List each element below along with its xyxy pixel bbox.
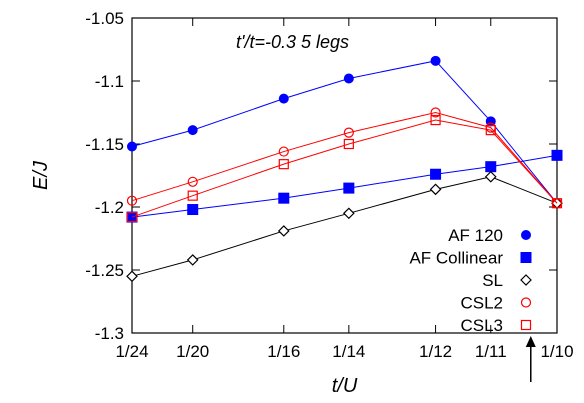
y-tick-label: -1.25: [85, 261, 124, 280]
x-tick-label: 1/16: [267, 342, 300, 361]
arrow-marker-head: [525, 336, 536, 347]
series-line: [131, 119, 558, 218]
series-line: [131, 111, 558, 204]
data-point: [430, 114, 441, 126]
data-point: [187, 204, 199, 216]
data-point: [277, 225, 290, 237]
legend-label: CSL2: [460, 294, 503, 313]
x-tick-label: 1/12: [419, 342, 452, 361]
data-point: [430, 168, 442, 180]
data-point: [126, 211, 138, 223]
y-axis-title: E/J: [30, 160, 52, 190]
data-point: [485, 161, 497, 173]
data-point: [187, 176, 198, 187]
y-tick-label: -1.2: [95, 198, 124, 217]
data-point: [343, 73, 354, 84]
data-point: [278, 93, 289, 104]
axes: -1.05 -1.1 -1.15 -1.2 -1.25 -1.31/24 1/20 1/16 1…: [85, 9, 574, 382]
legend-label: CSL3: [460, 316, 503, 335]
legend-marker: [520, 319, 532, 331]
series-3: [126, 170, 563, 283]
data-point: [187, 190, 198, 201]
data-point: [343, 138, 354, 150]
data-point: [186, 254, 199, 266]
series-layer: [126, 55, 563, 283]
data-point: [278, 159, 289, 170]
data-point: [342, 207, 355, 220]
legend-label: SL: [482, 271, 503, 290]
y-tick-label: -1.3: [95, 324, 124, 343]
data-point: [278, 146, 289, 157]
legend-marker: [521, 230, 531, 240]
data-point: [485, 125, 496, 136]
x-tick-label: 1/24: [115, 342, 148, 361]
x-tick-label: 1/14: [332, 342, 365, 361]
y-tick-label: -1.15: [85, 135, 124, 154]
data-point: [551, 149, 563, 161]
y-tick-label: -1.05: [85, 9, 124, 28]
legend-marker: [520, 252, 532, 263]
x-axis-title: t/U: [332, 375, 358, 397]
data-point: [126, 270, 138, 283]
data-point: [430, 107, 441, 118]
legend-label: AF 120: [448, 226, 503, 245]
plot-frame: [131, 17, 558, 334]
series-5: [126, 114, 563, 223]
legend-marker: [520, 297, 532, 308]
x-tick-label: 1/20: [176, 342, 209, 361]
data-point: [187, 125, 198, 136]
x-tick-label: 1/10: [540, 342, 573, 361]
legend-label: AF Collinear: [409, 249, 503, 268]
y-tick-label: -1.1: [95, 72, 124, 91]
legend: AF 120 AF Collinear SL CSL2 CSL3: [409, 226, 532, 335]
data-point: [127, 141, 137, 152]
data-point: [429, 183, 442, 196]
data-point: [278, 192, 290, 204]
data-point: [484, 170, 497, 183]
data-point: [551, 198, 563, 209]
data-point: [430, 55, 441, 66]
chart-annotation: t'/t=-0.3 5 legs: [236, 32, 349, 52]
data-point: [343, 182, 355, 194]
data-point: [343, 127, 354, 138]
x-tick-label: 1/11: [475, 342, 507, 361]
data-point: [126, 195, 138, 206]
legend-marker: [520, 274, 532, 286]
